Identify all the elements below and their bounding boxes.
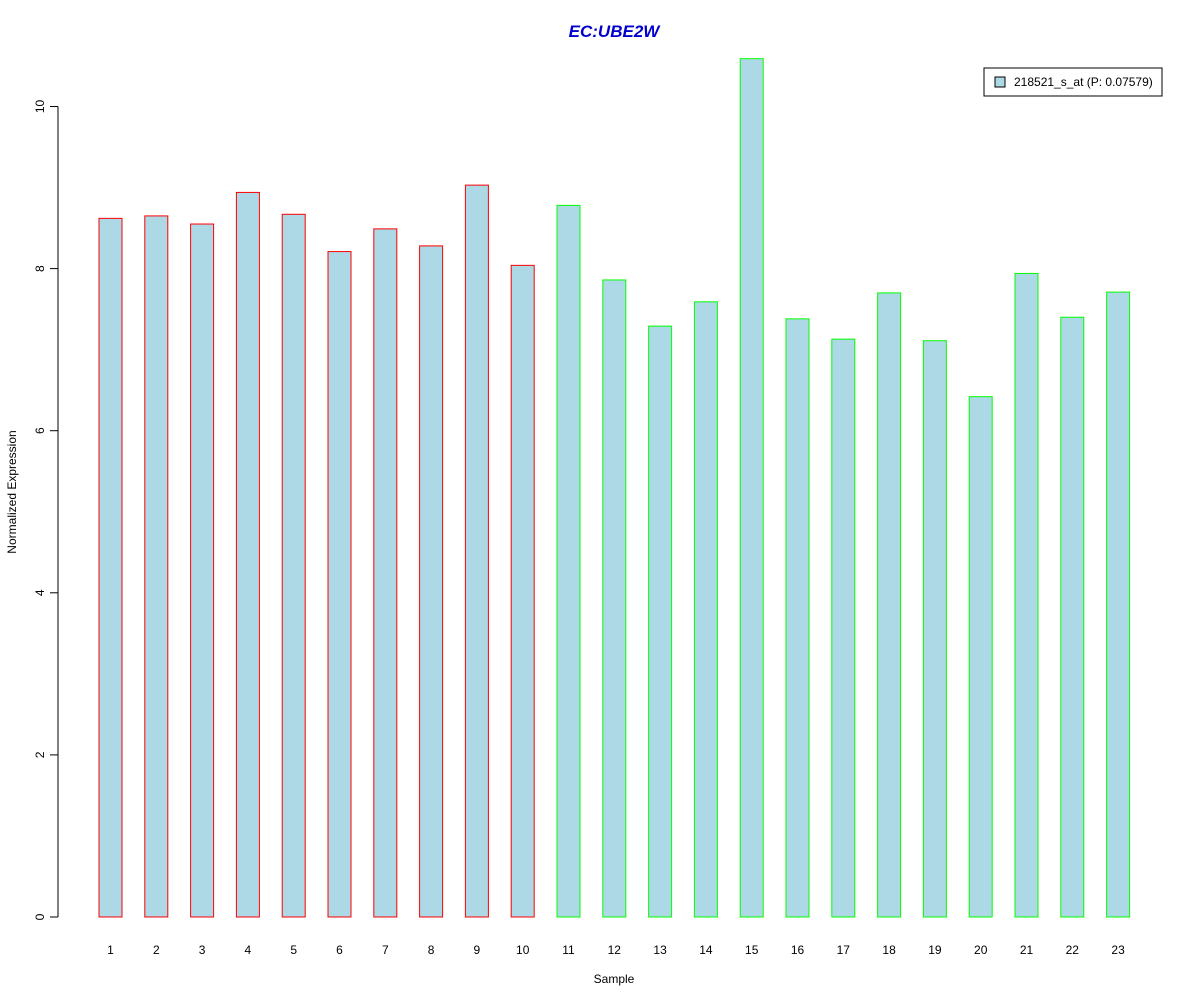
x-tick-label: 14 — [699, 943, 713, 957]
y-tick-label: 8 — [33, 265, 47, 272]
bar — [144, 215, 169, 918]
x-tick-label: 2 — [153, 943, 160, 957]
bar — [464, 184, 489, 918]
bar — [373, 228, 398, 918]
x-tick-label: 11 — [562, 943, 575, 957]
x-tick-label: 9 — [474, 943, 481, 957]
x-axis-tick-labels: 1 2 3 4 5 6 7 8 9 10 11 12 13 14 15 16 17 18 19 20 21 22 23 — [107, 943, 1125, 957]
x-tick-label: 12 — [608, 943, 622, 957]
x-tick-label: 19 — [928, 943, 942, 957]
bar — [235, 191, 260, 918]
legend: 218521_s_at (P: 0.07579) — [983, 67, 1163, 97]
bar — [739, 58, 764, 918]
y-tick-label: 0 — [33, 913, 47, 920]
legend-swatch — [994, 76, 1006, 88]
bar — [1060, 316, 1085, 918]
bar — [1014, 272, 1039, 918]
x-tick-label: 1 — [107, 943, 114, 957]
bars — [98, 58, 1131, 918]
bar — [327, 251, 352, 918]
bar — [693, 301, 718, 918]
x-tick-label: 20 — [974, 943, 988, 957]
bar — [785, 318, 810, 918]
x-tick-label: 15 — [745, 943, 759, 957]
bar — [648, 325, 673, 918]
y-tick-label: 10 — [33, 100, 47, 114]
chart-title: EC:UBE2W — [569, 22, 662, 41]
x-tick-label: 16 — [791, 943, 805, 957]
bar — [922, 340, 947, 918]
y-tick-label: 6 — [33, 427, 47, 434]
x-tick-label: 7 — [382, 943, 389, 957]
x-tick-label: 23 — [1111, 943, 1125, 957]
x-tick-label: 5 — [290, 943, 297, 957]
x-tick-label: 6 — [336, 943, 343, 957]
y-tick-label: 2 — [33, 751, 47, 758]
legend-entry-label: 218521_s_at (P: 0.07579) — [1014, 75, 1153, 89]
bar — [831, 338, 856, 918]
bar — [1106, 291, 1131, 918]
bar — [281, 213, 306, 918]
bar — [98, 217, 123, 918]
x-tick-label: 3 — [199, 943, 206, 957]
bar — [190, 223, 215, 918]
x-tick-label: 17 — [837, 943, 851, 957]
bar — [510, 264, 535, 918]
bar — [419, 245, 444, 918]
x-tick-label: 13 — [653, 943, 667, 957]
x-tick-label: 8 — [428, 943, 435, 957]
x-tick-label: 18 — [882, 943, 896, 957]
y-tick-label: 4 — [33, 589, 47, 596]
x-tick-label: 4 — [245, 943, 252, 957]
x-tick-label: 21 — [1020, 943, 1034, 957]
bar — [556, 204, 581, 918]
x-axis-label: Sample — [594, 972, 635, 986]
y-axis-label: Normalized Expression — [5, 430, 19, 553]
x-tick-label: 22 — [1066, 943, 1080, 957]
legend-box — [983, 67, 1163, 97]
y-axis: 0 2 4 6 8 10 — [33, 100, 59, 920]
bar — [968, 396, 993, 918]
bar — [602, 279, 627, 918]
bar — [877, 292, 902, 918]
x-tick-label: 10 — [516, 943, 530, 957]
